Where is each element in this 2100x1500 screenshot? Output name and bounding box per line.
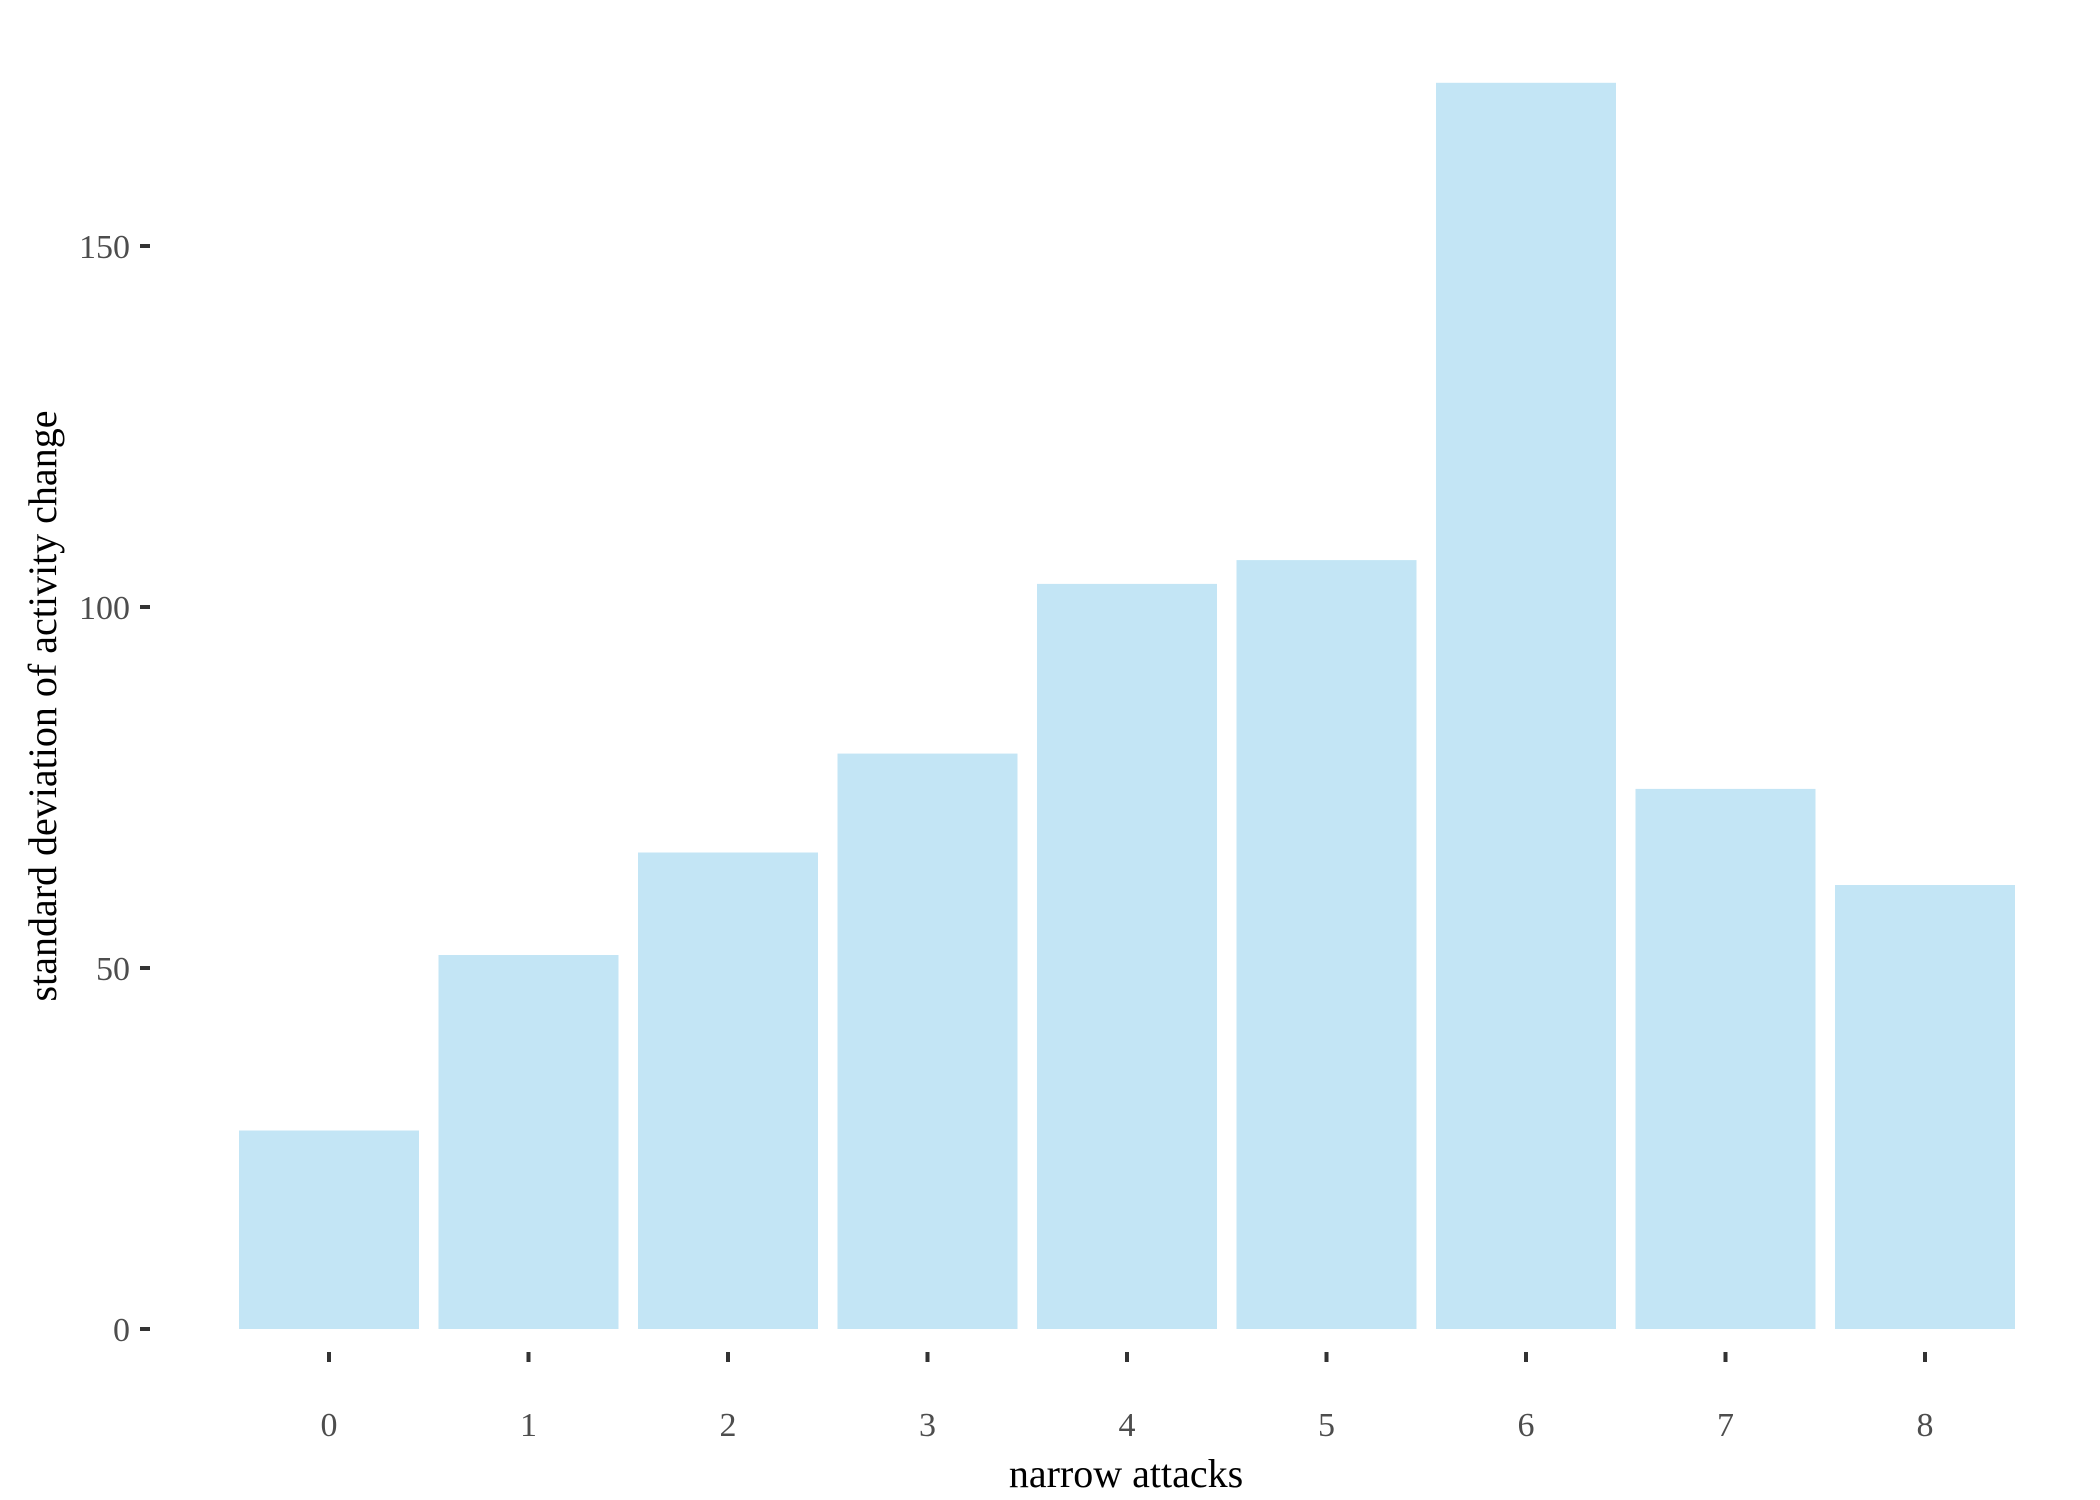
y-tick-label-50: 50	[96, 951, 130, 988]
bar-0	[239, 1130, 419, 1329]
x-tick-label-2: 2	[720, 1407, 737, 1444]
x-axis: 0 1 2 3 4 5 6 7 8	[321, 1352, 1934, 1444]
y-axis: 0 50 100 150	[79, 229, 150, 1349]
x-axis-title: narrow attacks	[1009, 1451, 1243, 1496]
bar-4	[1037, 583, 1217, 1329]
y-axis-title: standard deviation of activity change	[20, 411, 65, 1002]
bar-7	[1635, 788, 1816, 1329]
bar-8	[1835, 885, 2015, 1329]
bar-1	[438, 955, 619, 1329]
bar-5	[1236, 560, 1417, 1329]
y-tick-label-0: 0	[113, 1312, 130, 1349]
x-tick-label-3: 3	[919, 1407, 936, 1444]
y-tick-label-150: 150	[79, 229, 130, 266]
bar-6	[1436, 82, 1616, 1329]
x-tick-label-1: 1	[520, 1407, 537, 1444]
x-tick-label-8: 8	[1917, 1407, 1934, 1444]
x-tick-label-0: 0	[321, 1407, 338, 1444]
bar-3	[837, 753, 1018, 1329]
y-tick-label-100: 100	[79, 590, 130, 627]
x-tick-label-6: 6	[1518, 1407, 1535, 1444]
bars-group	[239, 82, 2015, 1329]
x-tick-label-4: 4	[1119, 1407, 1136, 1444]
x-tick-label-7: 7	[1717, 1407, 1734, 1444]
bar-2	[638, 852, 818, 1329]
x-tick-label-5: 5	[1318, 1407, 1335, 1444]
